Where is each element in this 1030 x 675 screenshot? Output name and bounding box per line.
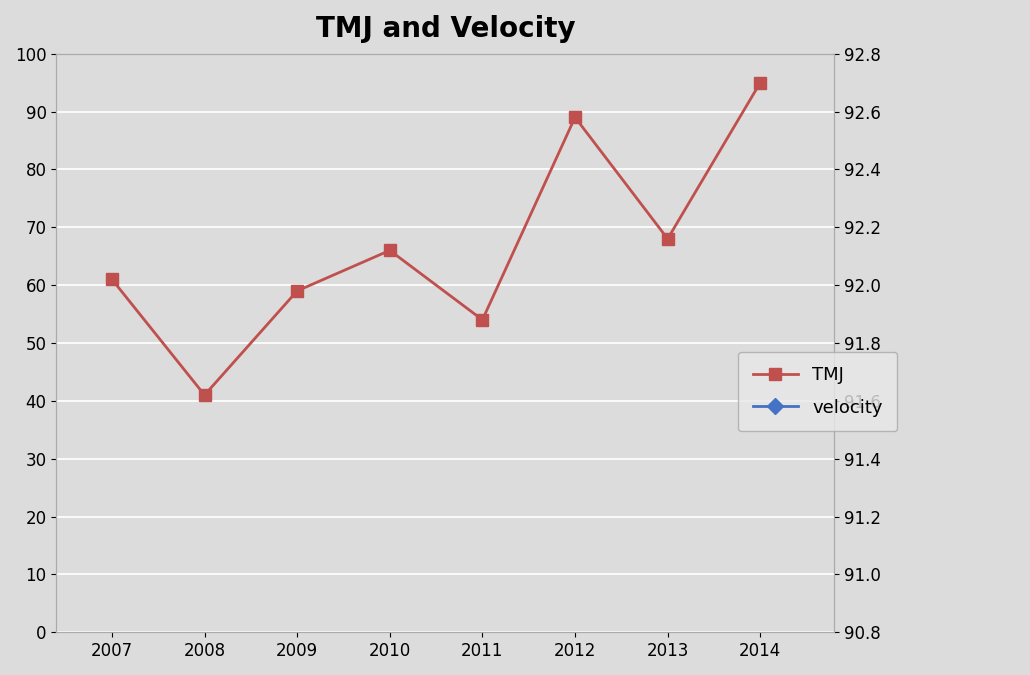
TMJ bbox=[383, 246, 396, 254]
TMJ bbox=[754, 78, 766, 86]
TMJ bbox=[569, 113, 581, 122]
TMJ bbox=[199, 391, 211, 399]
TMJ bbox=[106, 275, 118, 284]
TMJ bbox=[291, 287, 304, 295]
TMJ bbox=[661, 235, 674, 243]
TMJ bbox=[476, 316, 488, 324]
Title: TMJ and Velocity: TMJ and Velocity bbox=[315, 15, 575, 43]
Line: TMJ: TMJ bbox=[106, 77, 766, 400]
Legend: TMJ, velocity: TMJ, velocity bbox=[739, 352, 897, 431]
